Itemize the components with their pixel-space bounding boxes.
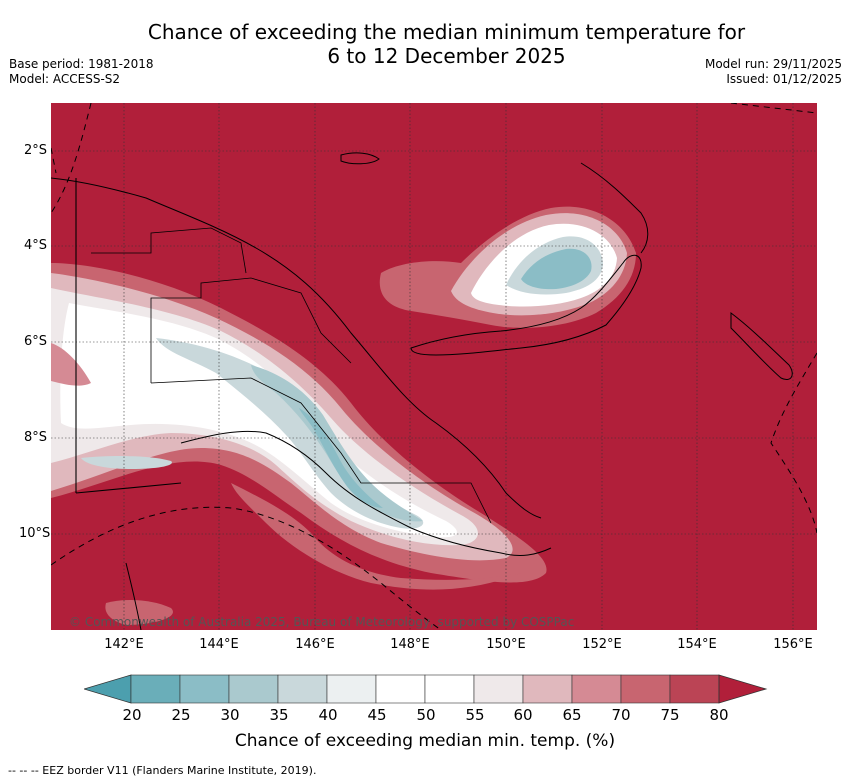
colorbar-segment <box>130 674 181 704</box>
colorbar-tick: 75 <box>660 706 680 724</box>
colorbar-tick: 80 <box>709 706 729 724</box>
colorbar-tick: 70 <box>611 706 631 724</box>
lon-label: 142°E <box>104 637 144 652</box>
contour-west-25 <box>299 408 383 508</box>
lon-label: 156°E <box>773 637 813 652</box>
colorbar-segment <box>375 674 426 704</box>
international-border <box>75 178 182 494</box>
colorbar-tick: 20 <box>122 706 142 724</box>
colorbar-segment <box>571 674 622 704</box>
cape-york <box>125 562 142 630</box>
meta-right: Model run: 29/11/2025 Issued: 01/12/2025 <box>705 57 842 87</box>
lat-label: 6°S <box>23 334 47 349</box>
png-mainland-south-coast <box>180 430 552 556</box>
colorbar-segment <box>522 674 573 704</box>
lon-label: 148°E <box>390 637 430 652</box>
colorbar-segment <box>277 674 328 704</box>
title-line-2: 6 to 12 December 2025 <box>327 44 566 68</box>
issued-date: Issued: 01/12/2025 <box>726 72 842 86</box>
colorbar-over-arrow <box>718 674 768 704</box>
manus-island <box>340 152 380 165</box>
province-borders <box>91 227 492 524</box>
bougainville <box>730 311 793 380</box>
chart-title: Chance of exceeding the median minimum t… <box>0 20 850 68</box>
colorbar-segment <box>326 674 377 704</box>
lat-label: 8°S <box>23 430 47 445</box>
colorbar-tick: 55 <box>465 706 485 724</box>
colorbar-tick: 50 <box>416 706 436 724</box>
colorbar <box>84 674 768 704</box>
colorbar-tick: 35 <box>269 706 289 724</box>
lon-gridlines <box>123 103 794 630</box>
colorbar-segment <box>228 674 279 704</box>
colorbar-under-arrow <box>84 674 132 704</box>
colorbar-segment <box>179 674 230 704</box>
colorbar-tick: 40 <box>318 706 338 724</box>
colorbar-tick: 45 <box>367 706 387 724</box>
meta-left: Base period: 1981-2018 Model: ACCESS-S2 <box>9 57 154 87</box>
lat-label: 10°S <box>19 526 51 541</box>
contour-south-70 <box>231 483 521 590</box>
new-britain <box>410 254 642 356</box>
footnote: -- -- -- EEZ border V11 (Flanders Marine… <box>8 764 317 777</box>
contour-sw-sea <box>105 600 173 625</box>
lat-label: 4°S <box>23 238 47 253</box>
lat-gridlines <box>51 150 817 535</box>
lon-label: 146°E <box>295 637 335 652</box>
colorbar-segment <box>473 674 524 704</box>
colorbar-tick: 30 <box>220 706 240 724</box>
coastlines <box>51 152 793 630</box>
contour-south-35 <box>81 456 172 469</box>
lon-label: 144°E <box>199 637 239 652</box>
copyright-notice: © Commonwealth of Australia 2025, Bureau… <box>69 615 574 629</box>
title-line-1: Chance of exceeding the median minimum t… <box>147 20 746 44</box>
colorbar-label: Chance of exceeding median min. temp. (%… <box>234 731 616 751</box>
lat-label: 2°S <box>23 143 47 158</box>
colorbar-segment <box>620 674 671 704</box>
model-run: Model run: 29/11/2025 <box>704 57 842 71</box>
lon-label: 150°E <box>486 637 526 652</box>
contour-west-low <box>51 343 91 386</box>
probability-map: © Commonwealth of Australia 2025, Bureau… <box>51 103 817 630</box>
model-name: Model: ACCESS-S2 <box>9 72 121 86</box>
png-mainland-north-coast <box>51 177 542 519</box>
colorbar-segment <box>669 674 720 704</box>
new-ireland <box>580 162 649 254</box>
lon-label: 154°E <box>677 637 717 652</box>
colorbar-segment <box>424 674 475 704</box>
contour-west-30 <box>251 365 423 522</box>
eez-borders <box>51 103 817 630</box>
colorbar-tick: 25 <box>171 706 191 724</box>
contour-nb-25 <box>521 248 592 290</box>
lon-label: 152°E <box>582 637 622 652</box>
base-period: Base period: 1981-2018 <box>9 57 154 71</box>
colorbar-tick: 65 <box>562 706 582 724</box>
colorbar-tick: 60 <box>513 706 533 724</box>
